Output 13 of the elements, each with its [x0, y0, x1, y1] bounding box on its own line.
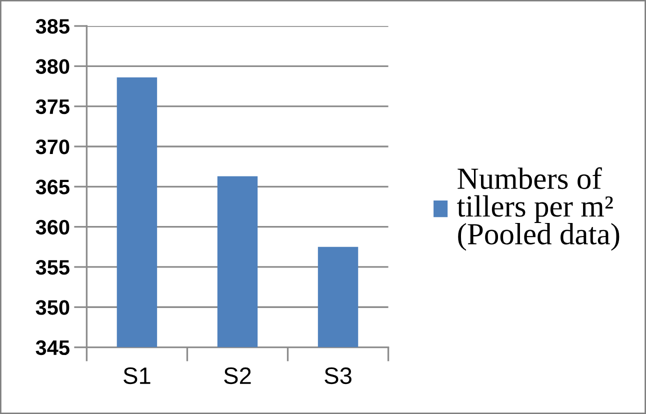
y-tick-label: 375	[36, 99, 70, 114]
y-tick-label: 345	[36, 340, 70, 356]
y-tick-label: 380	[36, 59, 70, 74]
y-tick-label: 365	[36, 180, 70, 194]
y-tick-label: 370	[36, 139, 70, 154]
y-tick-label: 350	[36, 300, 70, 315]
x-tick-label: S3	[324, 367, 352, 384]
x-tick-label: S2	[224, 367, 251, 384]
x-tick-label: S1	[124, 367, 150, 384]
y-tick-label: 360	[36, 220, 70, 235]
y-tick-label: 385	[36, 19, 70, 34]
y-tick-label: 355	[36, 260, 70, 275]
legend-label: Numbers of tillers per m² (Pooled data)	[457, 167, 620, 251]
